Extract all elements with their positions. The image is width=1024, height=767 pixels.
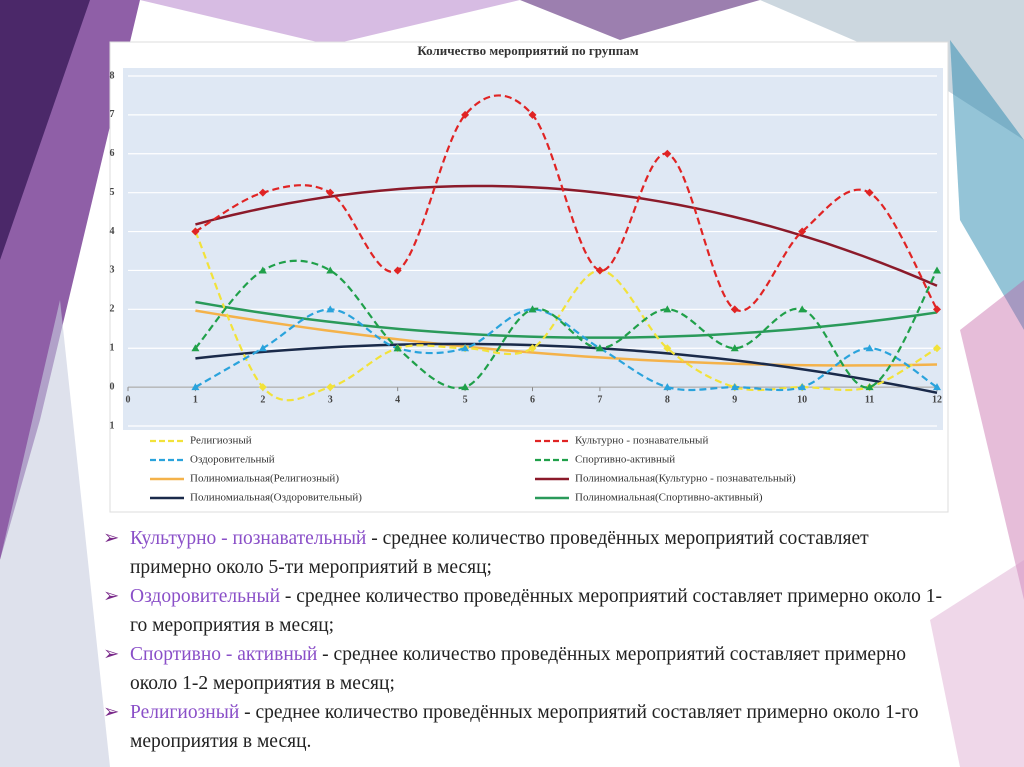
x-tick-label: 6: [530, 394, 535, 405]
bullet-list: Культурно - познавательный - среднее кол…: [103, 524, 943, 756]
bullet: Спортивно - активный - среднее количеств…: [103, 640, 943, 698]
bullet: Культурно - познавательный - среднее кол…: [103, 524, 943, 582]
legend-label: Полиномиальная(Спортивно-активный): [575, 492, 763, 504]
marker: [663, 383, 672, 391]
x-tick-label: 0: [126, 394, 131, 405]
x-tick-label: 3: [328, 394, 333, 405]
marker: [933, 305, 941, 314]
marker: [798, 383, 807, 391]
marker: [258, 188, 267, 197]
bullet-text: - среднее количество проведённых меропри…: [130, 644, 907, 694]
y-tick-label: 3: [110, 265, 115, 276]
marker: [191, 383, 200, 391]
marker: [528, 305, 537, 313]
bullet-name: Культурно - познавательный: [130, 528, 367, 549]
x-tick-label: 8: [665, 394, 670, 405]
marker: [865, 383, 874, 391]
legend-label: Спортивно-активный: [575, 454, 675, 466]
marker: [865, 188, 874, 197]
legend-label: Полиномиальная(Культурно - познавательны…: [575, 473, 796, 485]
marker: [393, 344, 402, 352]
bullet-name: Оздоровительный: [130, 586, 281, 607]
legend-label: Культурно - познавательный: [575, 435, 708, 447]
trendline: [195, 184, 938, 287]
marker: [258, 344, 267, 352]
marker: [663, 149, 672, 158]
x-tick-label: 9: [732, 394, 737, 405]
marker: [326, 383, 335, 392]
marker: [798, 305, 807, 313]
trendline: [195, 309, 938, 367]
marker: [528, 344, 537, 353]
x-tick-label: 12: [932, 394, 942, 405]
bullet-name: Спортивно - активный: [130, 644, 318, 665]
marker: [730, 344, 739, 352]
x-tick-label: 1: [193, 394, 198, 405]
y-tick-label: 0: [110, 381, 115, 392]
marker: [595, 344, 604, 352]
series-line: [194, 231, 938, 402]
marker: [191, 227, 200, 236]
series-line: [194, 308, 938, 392]
y-tick-label: 4: [110, 226, 115, 237]
marker: [933, 266, 941, 274]
x-tick-label: 4: [395, 394, 400, 405]
y-tick-label: 7: [110, 109, 115, 120]
chart-title: Количество мероприятий по группам: [417, 43, 638, 58]
marker: [933, 383, 941, 391]
bullet-text: - среднее количество проведённых меропри…: [130, 528, 869, 578]
series-line: [194, 259, 938, 390]
marker: [191, 344, 200, 352]
x-tick-label: 2: [260, 394, 265, 405]
marker: [865, 344, 874, 352]
series-line: [194, 94, 938, 312]
bullet: Оздоровительный - среднее количество про…: [103, 582, 943, 640]
marker: [393, 266, 402, 275]
marker: [326, 266, 335, 274]
marker: [326, 305, 335, 313]
marker: [663, 344, 672, 353]
marker: [595, 266, 604, 275]
bullet: Религиозный - среднее количество проведё…: [103, 698, 943, 756]
marker: [326, 188, 335, 197]
y-tick-label: 1: [110, 343, 115, 354]
marker: [730, 305, 739, 314]
legend-label: Оздоровительный: [190, 454, 275, 466]
y-tick-label: 8: [110, 70, 115, 81]
marker: [528, 110, 537, 119]
marker: [461, 344, 470, 352]
bullet-text: - среднее количество проведённых меропри…: [130, 586, 942, 636]
legend-label: Религиозный: [190, 435, 252, 447]
bullet-text: - среднее количество проведённых меропри…: [130, 702, 919, 752]
marker: [258, 266, 267, 274]
bullet-name: Религиозный: [130, 702, 240, 723]
y-tick-label: 6: [110, 148, 115, 159]
marker: [798, 227, 807, 236]
trendline: [195, 342, 938, 394]
marker: [258, 383, 267, 392]
marker: [730, 383, 739, 391]
y-tick-label: 2: [110, 304, 115, 315]
x-tick-label: 5: [463, 394, 468, 405]
x-tick-label: 7: [597, 394, 602, 405]
marker: [461, 110, 470, 119]
marker: [933, 344, 941, 353]
legend-label: Полиномиальная(Религиозный): [190, 473, 339, 485]
x-tick-label: 10: [797, 394, 807, 405]
x-tick-label: 11: [865, 394, 874, 405]
legend-label: Полиномиальная(Оздоровительный): [190, 492, 362, 504]
y-tick-label: 5: [110, 187, 115, 198]
marker: [663, 305, 672, 313]
trendline: [195, 300, 938, 339]
y-tick-label: 1: [110, 420, 115, 431]
marker: [461, 383, 470, 391]
